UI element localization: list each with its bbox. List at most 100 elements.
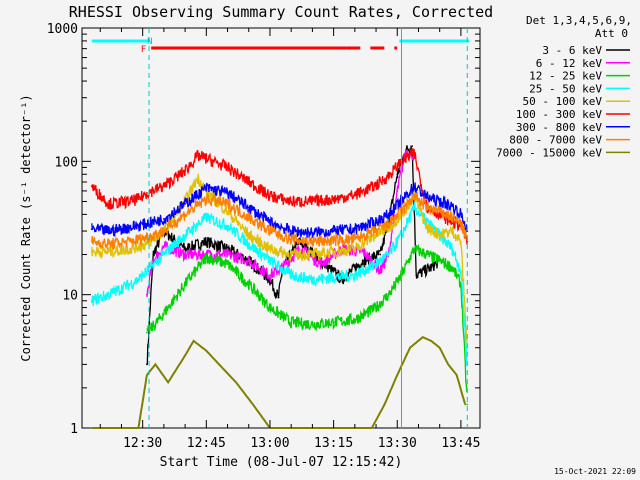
data-point — [311, 232, 314, 234]
series-line — [146, 145, 441, 365]
x-axis-label: Start Time (08-Jul-07 12:15:42) — [160, 455, 403, 470]
data-point — [332, 276, 335, 279]
series-line — [91, 336, 466, 429]
annotation-label: N — [147, 37, 152, 47]
data-point — [152, 259, 155, 262]
series-line — [91, 202, 468, 367]
data-point — [184, 248, 187, 250]
data-point — [353, 318, 356, 321]
data-point — [277, 296, 280, 299]
legend-label: 300 - 800 keV — [516, 121, 602, 134]
data-point — [146, 191, 148, 194]
data-point — [370, 427, 373, 429]
data-point — [438, 210, 441, 213]
series-line — [91, 191, 468, 251]
data-point — [413, 152, 416, 155]
data-point — [226, 166, 229, 169]
data-point — [311, 278, 314, 281]
data-point — [379, 253, 382, 256]
data-point — [137, 238, 140, 241]
data-point — [137, 224, 140, 227]
series-6 — [90, 148, 469, 245]
data-point — [404, 149, 407, 152]
data-point — [205, 157, 208, 160]
data-point — [413, 195, 416, 197]
legend-label: 12 - 25 keV — [529, 70, 602, 83]
data-point — [146, 374, 148, 376]
data-point — [184, 202, 187, 205]
data-point — [162, 253, 165, 256]
y-tick-label: 1 — [70, 422, 78, 437]
data-point — [269, 230, 271, 232]
data-point — [413, 248, 416, 250]
data-point — [205, 256, 208, 259]
data-point — [107, 293, 110, 296]
data-point — [247, 283, 250, 286]
data-point — [336, 427, 339, 429]
data-point — [451, 216, 454, 219]
data-point — [375, 221, 377, 224]
data-point — [218, 363, 220, 366]
data-point — [107, 230, 110, 232]
data-point — [146, 363, 148, 366]
data-point — [196, 154, 199, 157]
data-point — [460, 222, 462, 225]
x-tick-label: 13:00 — [250, 436, 289, 451]
legend-label: 100 - 300 keV — [516, 108, 602, 121]
series-1 — [146, 145, 441, 366]
data-point — [455, 374, 458, 376]
data-point — [129, 283, 131, 286]
data-point — [184, 213, 187, 216]
data-point — [375, 306, 377, 309]
data-point — [154, 363, 157, 366]
legend-header-2: Att 0 — [595, 27, 628, 40]
data-point — [226, 263, 229, 265]
data-point — [247, 234, 250, 236]
data-point — [451, 248, 454, 250]
data-point — [332, 321, 335, 324]
data-point — [311, 240, 314, 243]
data-point — [146, 236, 148, 239]
data-point — [353, 228, 356, 231]
legend-label: 800 - 7000 keV — [509, 134, 602, 147]
data-point — [154, 323, 157, 326]
data-point — [146, 270, 148, 273]
data-point — [409, 346, 411, 349]
x-tick-label: 12:30 — [123, 436, 162, 451]
data-point — [269, 221, 271, 224]
data-point — [162, 230, 165, 232]
series-line — [91, 148, 468, 245]
x-tick-label: 12:45 — [187, 436, 226, 451]
data-point — [184, 283, 187, 286]
data-point — [247, 206, 250, 209]
data-point — [137, 278, 140, 281]
data-point — [129, 248, 131, 250]
data-point — [226, 224, 229, 227]
data-point — [162, 218, 165, 220]
data-point — [205, 198, 208, 201]
data-point — [303, 427, 305, 429]
legend-label: 25 - 50 keV — [529, 82, 602, 95]
data-point — [162, 245, 165, 248]
data-point — [332, 239, 335, 242]
data-point — [152, 253, 155, 256]
y-tick-label: 10 — [62, 289, 78, 304]
data-point — [411, 145, 414, 148]
data-point — [430, 266, 433, 269]
data-point — [311, 253, 314, 256]
data-point — [290, 321, 293, 324]
data-point — [353, 274, 356, 277]
data-point — [167, 381, 170, 384]
data-point — [90, 250, 93, 253]
data-point — [396, 374, 399, 376]
data-point — [451, 230, 454, 232]
data-point — [353, 248, 356, 250]
y-tick-label: 100 — [55, 155, 78, 170]
data-point — [90, 427, 93, 429]
data-point — [226, 191, 229, 194]
data-point — [90, 185, 93, 188]
data-point — [379, 270, 382, 273]
data-point — [90, 240, 93, 243]
data-point — [247, 243, 250, 245]
data-point — [426, 196, 428, 198]
